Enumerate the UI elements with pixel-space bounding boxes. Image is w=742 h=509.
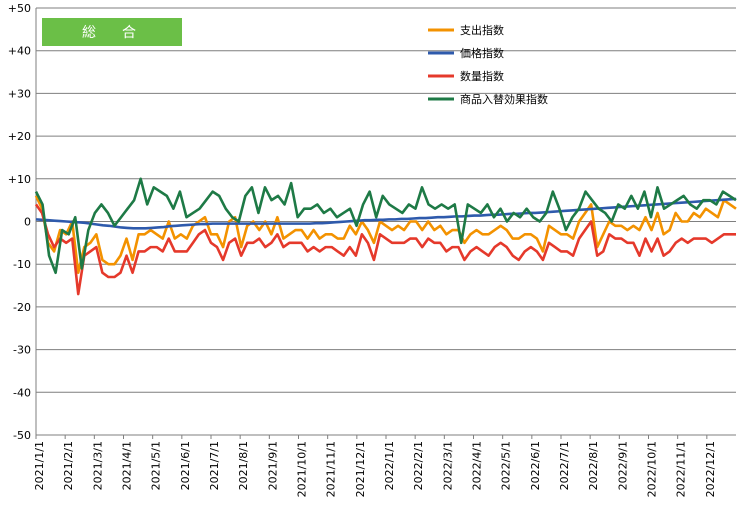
x-tick-label: 2021/5/1 [150, 441, 163, 490]
x-tick-label: 2022/3/1 [441, 441, 454, 490]
grid-lines [36, 7, 736, 436]
legend-label: 価格指数 [460, 46, 504, 60]
y-tick-label: -30 [13, 344, 31, 357]
y-tick-label: -50 [13, 429, 31, 442]
x-tick-label: 2021/1/1 [33, 441, 46, 490]
legend-label: 支出指数 [460, 23, 504, 37]
x-tick-label: 2022/6/1 [529, 441, 542, 490]
y-tick-label: -40 [13, 386, 31, 399]
chart-title: 総 合 [82, 25, 142, 41]
x-tick-label: 2022/8/1 [587, 441, 600, 490]
x-tick-label: 2022/5/1 [500, 441, 513, 490]
y-tick-label: +20 [8, 130, 31, 143]
x-tick-label: 2021/2/1 [62, 441, 75, 490]
series-layer [34, 177, 737, 296]
y-tick-label: +10 [8, 173, 31, 186]
y-tick-label: +30 [8, 87, 31, 100]
x-tick-label: 2022/10/1 [646, 441, 659, 497]
y-tick-label: -20 [13, 301, 31, 314]
series-line [34, 177, 737, 275]
x-tick-label: 2021/3/1 [91, 441, 104, 490]
legend-label: 数量指数 [460, 69, 504, 83]
y-tick-label: -10 [13, 258, 31, 271]
x-axis: 2021/1/1 2021/2/1 2021/3/1 2021/4/1 2021/5/1… [33, 435, 717, 497]
x-tick-label: 2021/11/1 [325, 441, 338, 497]
series-line [34, 203, 736, 296]
x-tick-label: 2022/2/1 [412, 441, 425, 490]
x-tick-label: 2022/1/1 [383, 441, 396, 490]
x-tick-label: 2021/8/1 [237, 441, 250, 490]
y-tick-label: 0 [24, 216, 31, 229]
x-tick-label: 2021/7/1 [208, 441, 221, 490]
x-tick-label: 2022/11/1 [675, 441, 688, 497]
x-tick-label: 2021/12/1 [354, 441, 367, 497]
chart-title-badge: 総 合 [42, 18, 182, 46]
x-tick-label: 2021/9/1 [266, 441, 279, 490]
series-line [35, 197, 737, 230]
x-tick-label: 2022/12/1 [704, 441, 717, 497]
y-tick-label: +40 [8, 45, 31, 58]
x-tick-label: 2021/4/1 [121, 441, 134, 490]
x-tick-label: 2021/10/1 [296, 441, 309, 497]
series-line [34, 195, 737, 275]
y-tick-label: +50 [8, 2, 31, 15]
x-tick-label: 2022/7/1 [558, 441, 571, 490]
y-axis: +50 +40 +30 +20 +10 0 -10 -20 -30 -40 -50 [8, 2, 37, 442]
title-badge-background [42, 18, 182, 46]
x-tick-label: 2022/4/1 [471, 441, 484, 490]
x-tick-label: 2021/6/1 [179, 441, 192, 490]
legend-label: 商品入替効果指数 [460, 92, 548, 106]
x-tick-label: 2022/9/1 [616, 441, 629, 490]
